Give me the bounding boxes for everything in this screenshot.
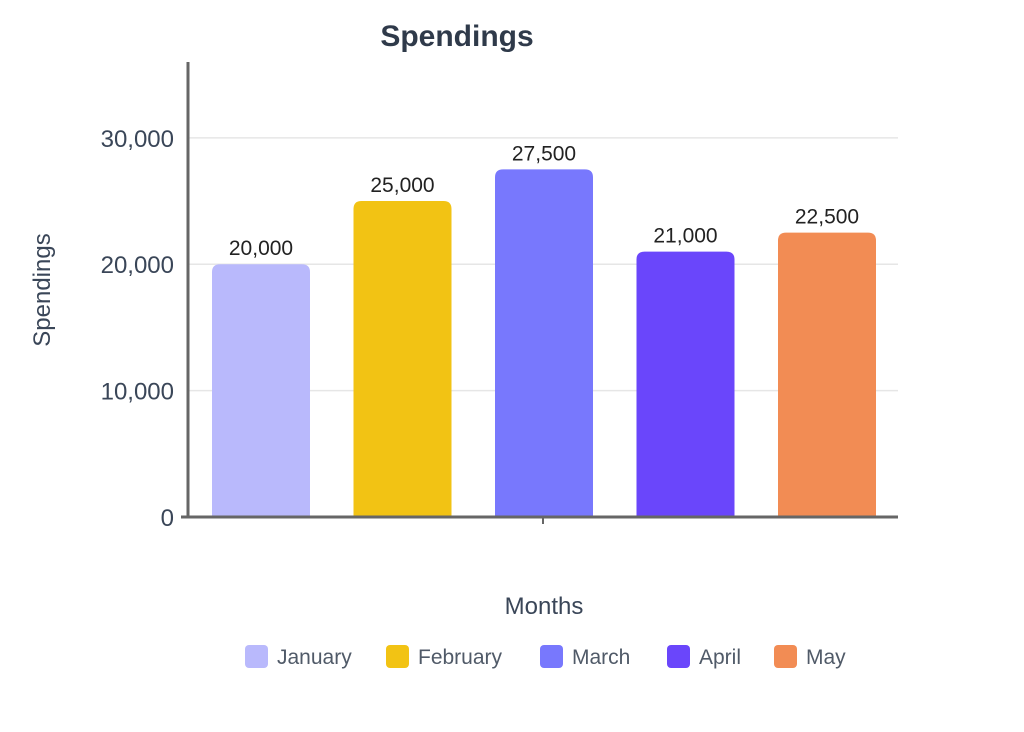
data-label-march: 27,500 bbox=[512, 142, 576, 165]
data-label-january: 20,000 bbox=[229, 237, 293, 260]
y-tick-label: 0 bbox=[161, 505, 174, 532]
bar-may[interactable] bbox=[778, 232, 876, 517]
legend-item-april[interactable]: April bbox=[699, 646, 741, 669]
bar-february[interactable] bbox=[353, 201, 452, 517]
bar-january[interactable] bbox=[212, 264, 310, 517]
chart-title: Spendings bbox=[380, 20, 533, 53]
bar-march[interactable] bbox=[495, 169, 593, 518]
data-labels: 20,000 25,000 27,500 21,000 22,500 bbox=[229, 142, 859, 260]
legend-swatch-february bbox=[386, 645, 409, 668]
legend-swatch-january bbox=[245, 645, 268, 668]
bar-april[interactable] bbox=[636, 251, 735, 518]
data-label-may: 22,500 bbox=[795, 206, 859, 229]
data-label-april: 21,000 bbox=[653, 225, 717, 248]
legend-item-march[interactable]: March bbox=[572, 646, 630, 669]
y-axis-label: Spendings bbox=[29, 233, 56, 346]
legend-swatch-may bbox=[774, 645, 797, 668]
y-axis-ticks: 0 10,000 20,000 30,000 bbox=[101, 126, 174, 532]
bars bbox=[212, 169, 876, 518]
data-label-february: 25,000 bbox=[370, 174, 434, 197]
y-tick-label: 10,000 bbox=[101, 379, 174, 406]
y-tick-label: 30,000 bbox=[101, 126, 174, 153]
legend-item-february[interactable]: February bbox=[418, 646, 503, 669]
legend: January February March April May bbox=[245, 645, 846, 669]
legend-item-may[interactable]: May bbox=[806, 646, 846, 669]
x-axis-label: Months bbox=[505, 593, 584, 620]
legend-item-january[interactable]: January bbox=[277, 646, 352, 669]
legend-swatch-april bbox=[667, 645, 690, 668]
y-tick-label: 20,000 bbox=[101, 252, 174, 279]
legend-swatch-march bbox=[540, 645, 563, 668]
